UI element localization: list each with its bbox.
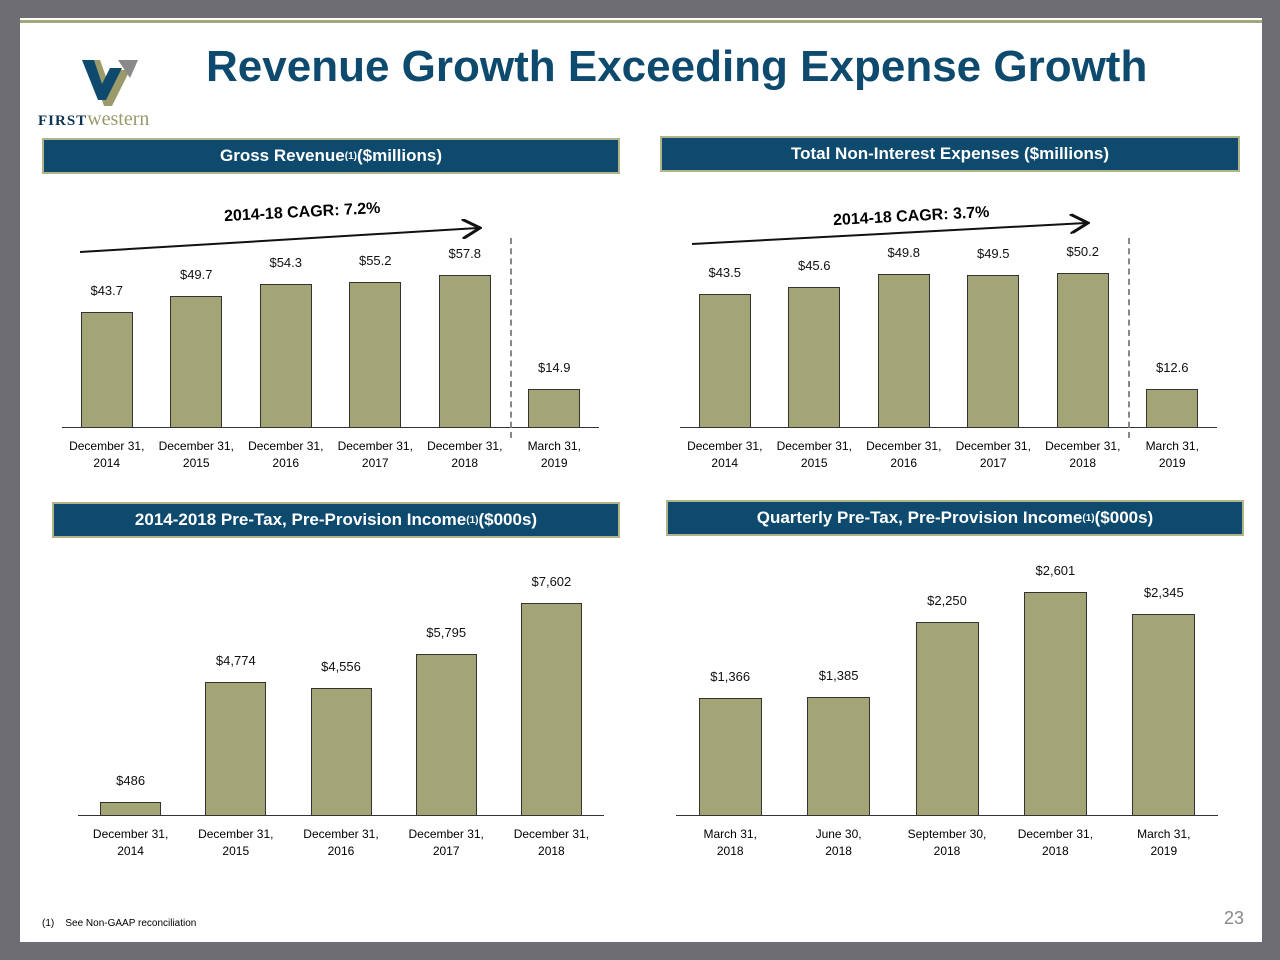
bar xyxy=(100,802,162,816)
data-label: $486 xyxy=(116,773,146,789)
footnote: (1) See Non-GAAP reconciliation xyxy=(42,918,197,929)
data-label: $49.8 xyxy=(887,245,921,261)
data-label: $49.7 xyxy=(179,267,213,283)
data-label: $50.2 xyxy=(1066,244,1100,259)
category-label: December 31, 2014 xyxy=(92,827,169,858)
bar xyxy=(259,284,312,428)
chart-expenses: $43.5 December 31, 2014 $45.6 December 31, … xyxy=(680,188,1217,470)
chart-header-ppi-annual: 2014-2018 Pre-Tax, Pre-Provision Income(… xyxy=(52,502,620,538)
category-label: March 31, 2019 xyxy=(1145,439,1199,470)
cagr-arrow-revenue xyxy=(79,228,478,253)
category-label: December 31, 2014 xyxy=(687,439,763,470)
data-label: $2,345 xyxy=(1143,585,1184,601)
data-label: $2,250 xyxy=(927,593,967,609)
chart-gross-revenue: $43.7 December 31, 2014 $49.7 December 31, … xyxy=(62,188,599,470)
cagr-arrow-expenses xyxy=(691,223,1086,245)
data-label: $54.3 xyxy=(269,255,303,271)
bar xyxy=(80,312,133,428)
bar xyxy=(807,696,871,816)
chart-ppi-annual: $486 December 31, 2014 $4,774 December 31, … xyxy=(78,563,604,858)
chart-ppi-quarterly: $1,366 March 31, 2018 $1,385 June 30, 2018 $… xyxy=(676,563,1218,858)
bar xyxy=(967,275,1020,428)
category-label: December 31, 2014 xyxy=(69,439,145,470)
period-separator xyxy=(509,238,512,438)
category-label: December 31, 2017 xyxy=(337,439,413,470)
logo-text-western: western xyxy=(87,108,150,130)
bar xyxy=(415,653,477,816)
bar xyxy=(520,603,582,816)
first-western-logo: FIRSTwestern xyxy=(38,48,188,130)
category-label: December 31, 2018 xyxy=(513,827,590,858)
data-label: $43.5 xyxy=(708,264,742,280)
bar xyxy=(1056,273,1109,428)
slide: FIRSTwestern Revenue Growth Exceeding Ex… xyxy=(20,18,1262,942)
bar xyxy=(170,296,223,428)
category-label: December 31, 2017 xyxy=(955,439,1031,470)
bar xyxy=(528,388,581,428)
data-label: $1,366 xyxy=(710,669,751,685)
category-label: March 31, 2019 xyxy=(1137,827,1191,858)
data-label: $43.7 xyxy=(90,283,124,299)
category-label: December 31, 2018 xyxy=(1017,827,1094,858)
category-label: June 30, 2018 xyxy=(815,827,862,858)
data-label: $12.6 xyxy=(1155,360,1189,376)
bar xyxy=(1132,614,1196,816)
data-label: $7,602 xyxy=(531,574,572,589)
data-label: $14.9 xyxy=(537,359,571,375)
data-label: $5,795 xyxy=(426,624,467,640)
data-label: $55.2 xyxy=(358,252,392,268)
category-label: December 31, 2017 xyxy=(408,827,484,858)
data-label: $45.6 xyxy=(797,258,831,274)
chart-header-expenses: Total Non-Interest Expenses ($millions) xyxy=(660,136,1240,172)
bar xyxy=(310,688,372,816)
bar xyxy=(877,274,930,428)
x-axis xyxy=(680,426,1217,428)
data-label: $4,774 xyxy=(215,653,256,669)
cagr-arrows xyxy=(79,18,1262,253)
bar xyxy=(438,275,491,428)
page-title: Revenue Growth Exceeding Expense Growth xyxy=(206,42,1148,91)
data-label: $49.5 xyxy=(976,246,1010,262)
data-label: $4,556 xyxy=(321,659,361,675)
category-label: December 31, 2018 xyxy=(1045,439,1121,470)
category-label: September 30, 2018 xyxy=(907,827,987,858)
data-label: $2,601 xyxy=(1035,563,1076,578)
category-label: December 31, 2015 xyxy=(776,439,852,470)
bar xyxy=(698,293,751,428)
category-label: December 31, 2018 xyxy=(427,439,503,470)
chart-header-ppi-quarterly: Quarterly Pre-Tax, Pre-Provision Income(… xyxy=(666,500,1244,536)
page-number: 23 xyxy=(1223,908,1244,928)
bar xyxy=(698,698,762,816)
category-label: December 31, 2016 xyxy=(866,439,942,470)
bar xyxy=(205,682,267,816)
data-label: $57.8 xyxy=(448,246,482,261)
bar xyxy=(788,287,841,428)
category-label: December 31, 2015 xyxy=(158,439,234,470)
bar xyxy=(1146,389,1199,428)
logo-text-first: FIRST xyxy=(38,113,88,129)
data-label: $1,385 xyxy=(818,667,859,683)
category-label: December 31, 2016 xyxy=(303,827,379,858)
x-axis xyxy=(62,426,599,428)
chart-header-gross-revenue: Gross Revenue (1) ($millions) xyxy=(42,138,620,174)
category-label: December 31, 2015 xyxy=(198,827,274,858)
category-label: March 31, 2018 xyxy=(703,827,757,858)
bar xyxy=(1023,592,1087,816)
category-label: December 31, 2016 xyxy=(248,439,324,470)
period-separator xyxy=(1127,238,1130,438)
bar xyxy=(349,281,402,428)
top-rule xyxy=(20,20,1262,23)
bar xyxy=(915,622,979,816)
category-label: March 31, 2019 xyxy=(527,439,581,470)
